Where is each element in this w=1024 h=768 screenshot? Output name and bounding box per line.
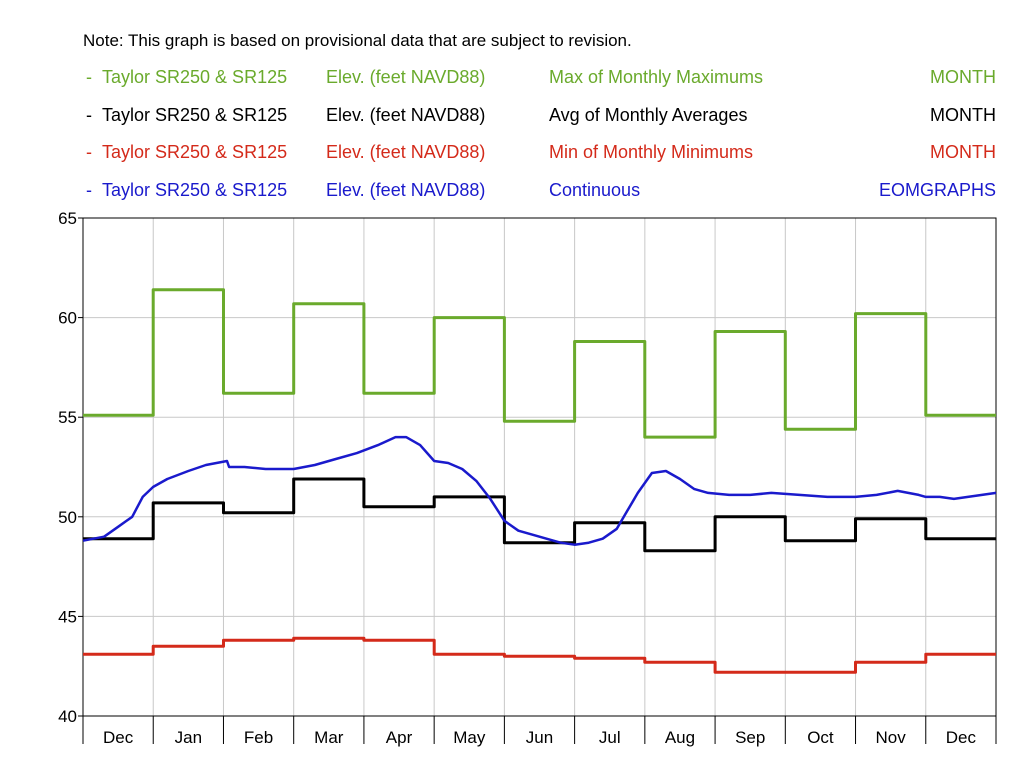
y-tick-label: 45 — [58, 607, 77, 626]
x-tick-label: May — [453, 728, 486, 747]
plot-frame — [83, 218, 996, 716]
x-tick-label: Jul — [599, 728, 621, 747]
x-tick-label: Mar — [314, 728, 344, 747]
x-tick-label: Dec — [946, 728, 977, 747]
chart-area: 40 45 50 55 60 65 Dec Jan Feb Mar Apr May Jun Jul Aug S… — [0, 0, 1024, 768]
y-tick-label: 60 — [58, 309, 77, 328]
series-max-of-monthly-maximums-line — [83, 290, 996, 437]
y-tick-label: 65 — [58, 209, 77, 228]
x-tick-label: Oct — [807, 728, 834, 747]
x-tick-label: Feb — [244, 728, 273, 747]
series-continuous-line — [83, 437, 996, 545]
x-tick-label: Nov — [876, 728, 907, 747]
y-tick-label: 40 — [58, 707, 77, 726]
y-tick-label: 55 — [58, 408, 77, 427]
x-tick-label: Sep — [735, 728, 765, 747]
x-tick-label: Dec — [103, 728, 134, 747]
x-tick-label: Jan — [175, 728, 202, 747]
y-tick-label: 50 — [58, 508, 77, 527]
x-tick-label: Apr — [386, 728, 413, 747]
series-min-of-monthly-minimums-line — [83, 638, 996, 672]
series-avg-of-monthly-averages-line — [83, 479, 996, 551]
x-tick-label: Aug — [665, 728, 695, 747]
x-tick-label: Jun — [526, 728, 553, 747]
